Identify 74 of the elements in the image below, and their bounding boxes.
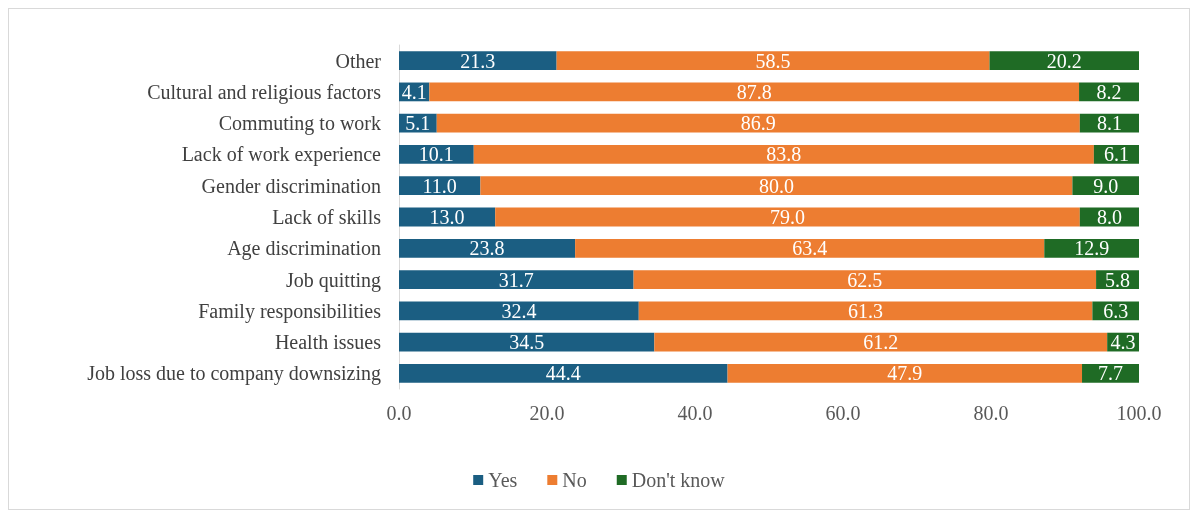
y-tick-label: Job loss due to company downsizing [87, 362, 381, 386]
bar [575, 238, 1045, 258]
data-label: 34.5 [509, 331, 545, 354]
data-label: 31.7 [498, 268, 534, 291]
y-tick-label: Health issues [274, 331, 382, 354]
data-label: 61.2 [863, 331, 899, 354]
y-tick-label: Age discrimination [227, 237, 381, 261]
bar [654, 332, 1108, 352]
bar [399, 332, 655, 352]
data-label: 5.1 [405, 112, 431, 135]
data-label: 6.3 [1103, 299, 1129, 322]
bar [556, 51, 990, 71]
legend-label: No [562, 469, 587, 491]
data-label: 80.0 [758, 174, 794, 197]
data-label: 6.1 [1103, 143, 1129, 166]
y-tick-label: Lack of work experience [181, 143, 382, 167]
x-tick-label: 100.0 [1116, 402, 1162, 424]
x-tick-label: 20.0 [529, 402, 565, 424]
data-label: 7.7 [1098, 362, 1124, 385]
bar [495, 207, 1080, 227]
bar [638, 301, 1093, 321]
data-label: 8.1 [1096, 112, 1122, 135]
data-label: 21.3 [460, 49, 496, 72]
x-tick-label: 40.0 [677, 402, 713, 424]
x-tick-label: 60.0 [825, 402, 861, 424]
bar [399, 363, 728, 383]
legend-label: Don't know [631, 469, 726, 491]
data-label: 63.4 [792, 237, 828, 260]
data-label: 44.4 [545, 362, 581, 385]
bar [399, 145, 474, 164]
data-label: 8.0 [1096, 206, 1122, 228]
bar [436, 113, 1080, 133]
data-label: 86.9 [740, 112, 776, 135]
data-label: 20.2 [1046, 49, 1082, 72]
data-label: 12.9 [1074, 237, 1110, 260]
x-tick-label: 80.0 [973, 402, 1009, 424]
data-label: 62.5 [847, 268, 883, 291]
bar [429, 82, 1080, 102]
data-label: 9.0 [1093, 174, 1119, 197]
bar [727, 363, 1083, 383]
data-label: 13.0 [429, 206, 465, 228]
bar [480, 176, 1073, 196]
data-label: 4.3 [1110, 331, 1136, 354]
data-label: 58.5 [755, 49, 791, 72]
y-tick-label: Lack of skills [272, 206, 382, 228]
bar [399, 238, 576, 258]
bar [399, 270, 634, 289]
y-tick-label: Commuting to work [218, 112, 381, 136]
bar [1082, 363, 1139, 383]
y-tick-label: Family responsibilities [198, 299, 382, 323]
legend-label: Yes [488, 469, 518, 491]
bar [1044, 238, 1139, 258]
data-label: 10.1 [418, 143, 454, 166]
data-label: 4.1 [401, 80, 427, 103]
data-label: 83.8 [766, 143, 802, 166]
data-label: 23.8 [469, 237, 505, 260]
y-tick-label: Cultural and religious factors [147, 80, 382, 104]
data-label: 79.0 [770, 206, 805, 228]
data-label: 5.8 [1105, 268, 1131, 291]
y-tick-label: Other [335, 49, 382, 72]
data-label: 87.8 [736, 80, 772, 103]
y-tick-label: Gender discrimination [201, 174, 381, 197]
bar [989, 51, 1139, 71]
bar [399, 51, 557, 71]
x-tick-label: 0.0 [386, 402, 412, 424]
bar [399, 301, 639, 321]
data-label: 8.2 [1096, 80, 1122, 103]
bar [473, 145, 1094, 164]
data-label: 32.4 [501, 299, 537, 322]
data-label: 61.3 [848, 299, 884, 322]
data-label: 11.0 [422, 174, 457, 197]
y-tick-label: Job quitting [285, 268, 381, 292]
bar [633, 270, 1097, 289]
data-label: 47.9 [887, 362, 923, 385]
